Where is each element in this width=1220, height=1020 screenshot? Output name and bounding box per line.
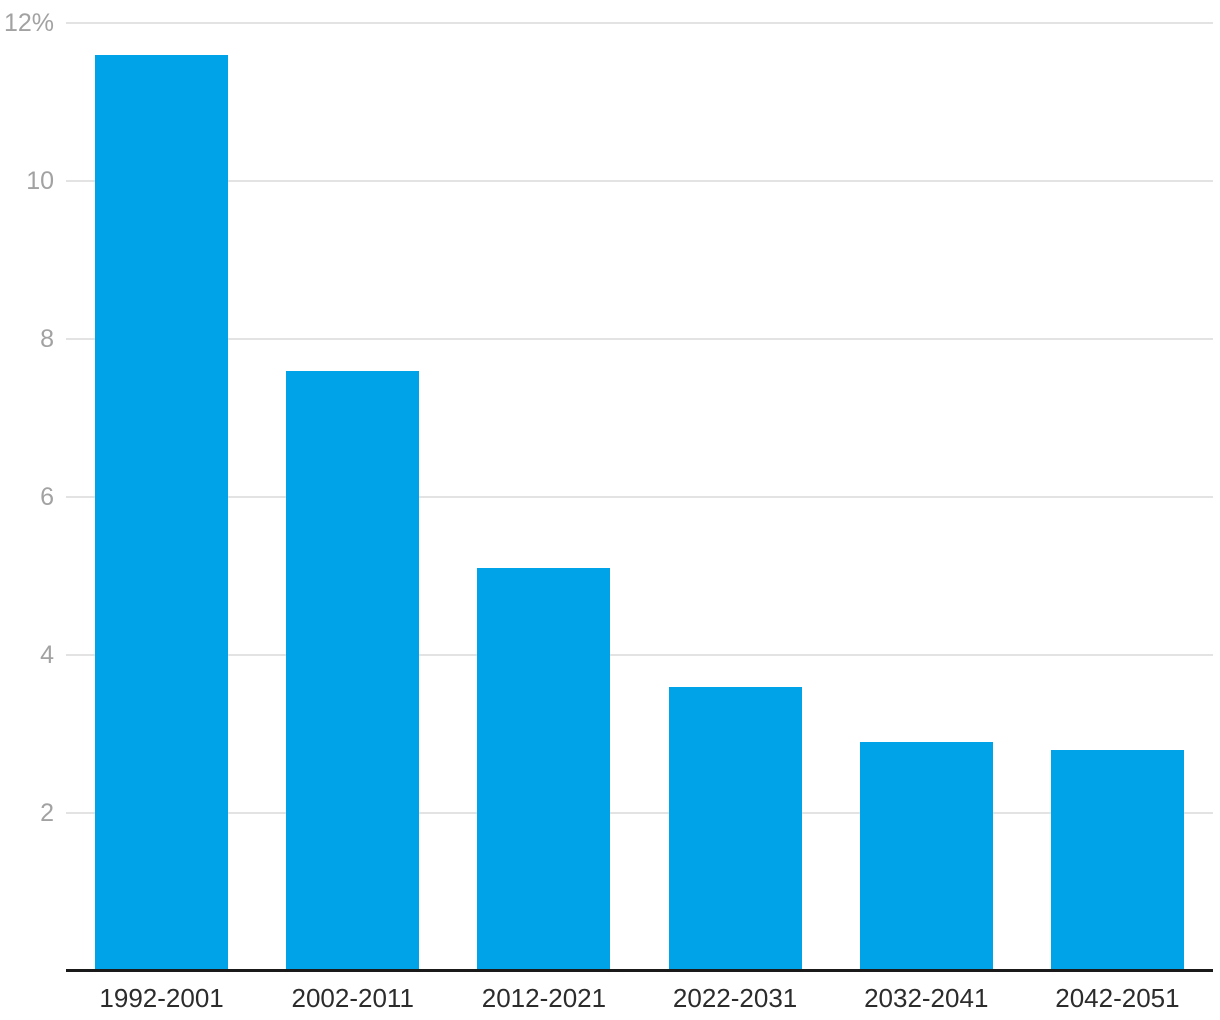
bar-2022-2031 — [668, 686, 802, 971]
y-axis-tick-label: 8 — [40, 325, 54, 353]
y-axis-tick-label: 10 — [26, 167, 54, 195]
y-axis-tick-label: 4 — [40, 641, 54, 669]
gridline — [66, 338, 1213, 340]
y-axis-tick-label: 12% — [3, 9, 54, 37]
bar-2002-2011 — [286, 370, 420, 971]
bar-2012-2021 — [477, 568, 611, 971]
x-axis-category-label: 2002-2011 — [291, 983, 414, 1013]
x-axis-category-label: 2022-2031 — [672, 983, 798, 1013]
x-axis-line — [66, 969, 1213, 972]
gridline — [66, 22, 1213, 24]
bar-1992-2001 — [95, 54, 229, 971]
gridline — [66, 496, 1213, 498]
x-axis-category-label: 2042-2051 — [1055, 983, 1180, 1013]
y-axis-tick-label: 6 — [40, 483, 54, 511]
x-axis-category-label: 2012-2021 — [481, 983, 607, 1013]
x-axis-category-label: 2032-2041 — [864, 983, 989, 1013]
x-axis-category-label: 1992-2001 — [99, 983, 224, 1013]
bar-2032-2041 — [859, 741, 993, 971]
y-axis-tick-label: 2 — [40, 799, 54, 827]
gridline — [66, 180, 1213, 182]
gridline — [66, 812, 1213, 814]
bar-2042-2051 — [1050, 749, 1184, 971]
gridline — [66, 654, 1213, 656]
